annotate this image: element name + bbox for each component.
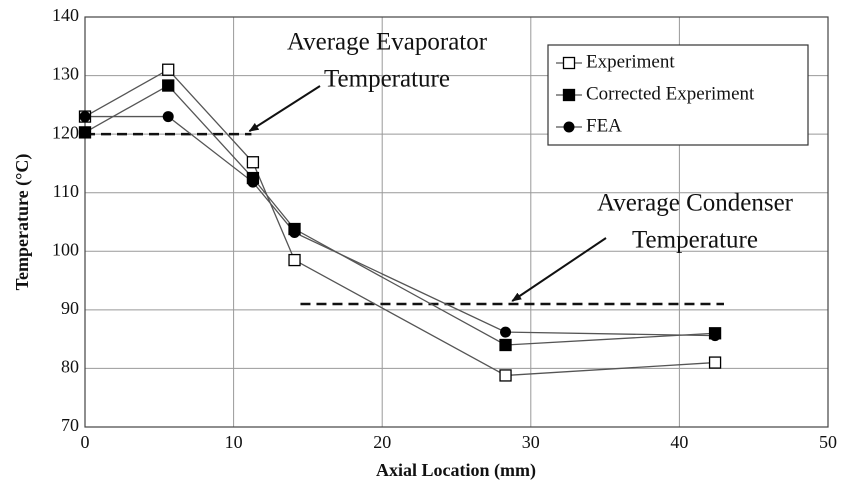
point: [162, 111, 174, 123]
annotation: Average Condenser: [597, 190, 794, 217]
x-tick-label: 20: [373, 432, 391, 452]
annotation-arrow: [511, 237, 607, 302]
legend-marker: [562, 56, 576, 70]
annotation: Average Evaporator: [287, 29, 488, 56]
point: [78, 126, 92, 139]
legend-label: Experiment: [586, 51, 675, 72]
x-tick-label: 0: [81, 432, 90, 452]
point: [247, 176, 259, 188]
y-tick-label: 140: [52, 5, 79, 25]
y-tick-label: 130: [52, 64, 79, 84]
y-tick-label: 90: [61, 298, 79, 318]
y-tick-label: 120: [52, 122, 79, 142]
point: [499, 338, 512, 352]
point: [499, 369, 512, 382]
x-tick-label: 40: [670, 432, 688, 452]
point: [162, 79, 175, 92]
legend-label: FEA: [586, 115, 622, 136]
y-tick-label: 80: [61, 357, 79, 377]
legend-marker: [562, 88, 576, 102]
series-line: [84, 84, 716, 346]
legend-box: [547, 44, 809, 146]
point: [79, 111, 91, 123]
legend: Experiment Corrected Experiment FEA: [547, 44, 809, 146]
point: [708, 356, 722, 369]
plot-frame: [84, 16, 829, 428]
point: [500, 326, 512, 338]
annotation-arrow: [248, 85, 321, 132]
x-tick-label: 10: [225, 432, 243, 452]
point: [162, 63, 175, 76]
x-tick-label: 30: [522, 432, 540, 452]
point: [289, 227, 301, 239]
point: [246, 156, 260, 169]
y-tick-label: 100: [52, 239, 79, 259]
series-line: [85, 115, 716, 337]
legend-marker: [563, 121, 575, 133]
x-axis-label: Axial Location (mm): [376, 460, 536, 481]
annotation: Temperature: [632, 227, 758, 254]
legend-label: Corrected Experiment: [586, 83, 755, 104]
x-tick-label: 50: [819, 432, 837, 452]
annotation: Temperature: [324, 66, 450, 93]
y-axis-label: Temperature (°C): [12, 154, 33, 291]
y-tick-label: 110: [53, 181, 79, 201]
point: [288, 253, 301, 267]
series-line: [84, 68, 716, 377]
y-tick-label: 70: [61, 415, 79, 435]
point: [709, 330, 721, 342]
